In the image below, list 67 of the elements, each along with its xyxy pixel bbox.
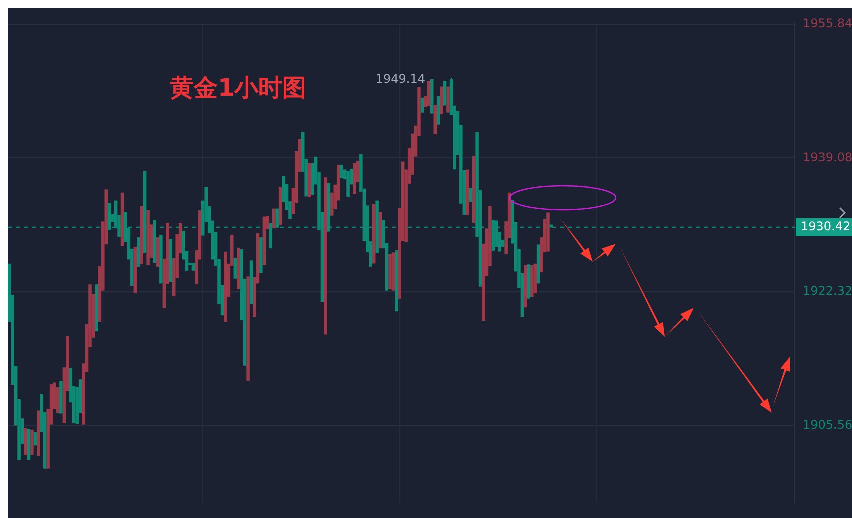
candlestick	[536, 244, 540, 284]
candlestick	[27, 429, 31, 460]
candlestick	[527, 264, 531, 299]
candlestick	[440, 86, 444, 115]
candlestick	[134, 247, 138, 294]
candlestick	[143, 171, 147, 254]
candlestick	[324, 178, 328, 335]
candlestick	[372, 204, 376, 264]
candlestick	[278, 187, 282, 226]
candlestick	[234, 258, 238, 279]
candlestick	[236, 248, 240, 290]
candlestick	[524, 265, 528, 308]
candlestick	[140, 206, 144, 265]
candlestick	[430, 80, 434, 114]
candlestick	[427, 81, 431, 107]
candlestick	[376, 200, 379, 254]
candlestick	[272, 208, 276, 229]
candlestick	[250, 260, 254, 304]
candlestick	[466, 170, 470, 216]
candlestick	[492, 220, 496, 251]
candlestick	[534, 264, 537, 294]
candlestick	[120, 192, 124, 246]
candlestick	[472, 156, 476, 224]
candlestick	[353, 163, 356, 194]
annotation: 1949.14	[376, 72, 426, 86]
text: 黄金1小时图	[169, 74, 307, 102]
y-tick-label: 1939.08	[803, 150, 852, 164]
candlestick	[153, 220, 156, 263]
ref-line-label: 1930.42	[801, 219, 851, 234]
candlestick	[192, 263, 196, 271]
candlestick	[95, 284, 98, 332]
y-tick-label: 1955.84	[803, 16, 852, 31]
candlestick	[262, 216, 266, 266]
candlestick	[420, 98, 424, 113]
candlestick	[169, 239, 173, 282]
candlestick	[443, 81, 447, 106]
candlestick	[269, 223, 272, 249]
candlestick	[378, 212, 382, 249]
candlestick	[530, 265, 534, 298]
candlestick	[146, 210, 150, 266]
candlestick	[308, 163, 312, 198]
candlestick	[137, 238, 140, 267]
candlestick	[34, 432, 38, 446]
candlestick	[37, 410, 40, 456]
candlestick	[24, 428, 28, 456]
candlestick	[276, 208, 279, 228]
candlestick	[30, 430, 34, 456]
candlestick	[160, 235, 163, 284]
y-tick-label: 1905.56	[803, 418, 852, 432]
y-tick-label: 1922.32	[803, 284, 852, 298]
candlestick	[260, 238, 263, 274]
candlestick	[108, 203, 112, 230]
candlestick	[469, 188, 472, 202]
candlestick	[392, 252, 396, 291]
candlestick	[388, 254, 392, 290]
candlestick	[224, 252, 228, 322]
candlestick	[546, 212, 550, 252]
candlestick	[60, 381, 63, 414]
candlestick	[340, 164, 344, 178]
candlestick	[395, 250, 398, 312]
candlestick	[434, 105, 437, 134]
candlestick	[246, 276, 250, 382]
candlestick	[156, 238, 160, 267]
candlestick	[446, 86, 450, 113]
candlestick	[327, 183, 331, 232]
candlestick	[346, 171, 350, 198]
candlestick	[436, 96, 440, 125]
